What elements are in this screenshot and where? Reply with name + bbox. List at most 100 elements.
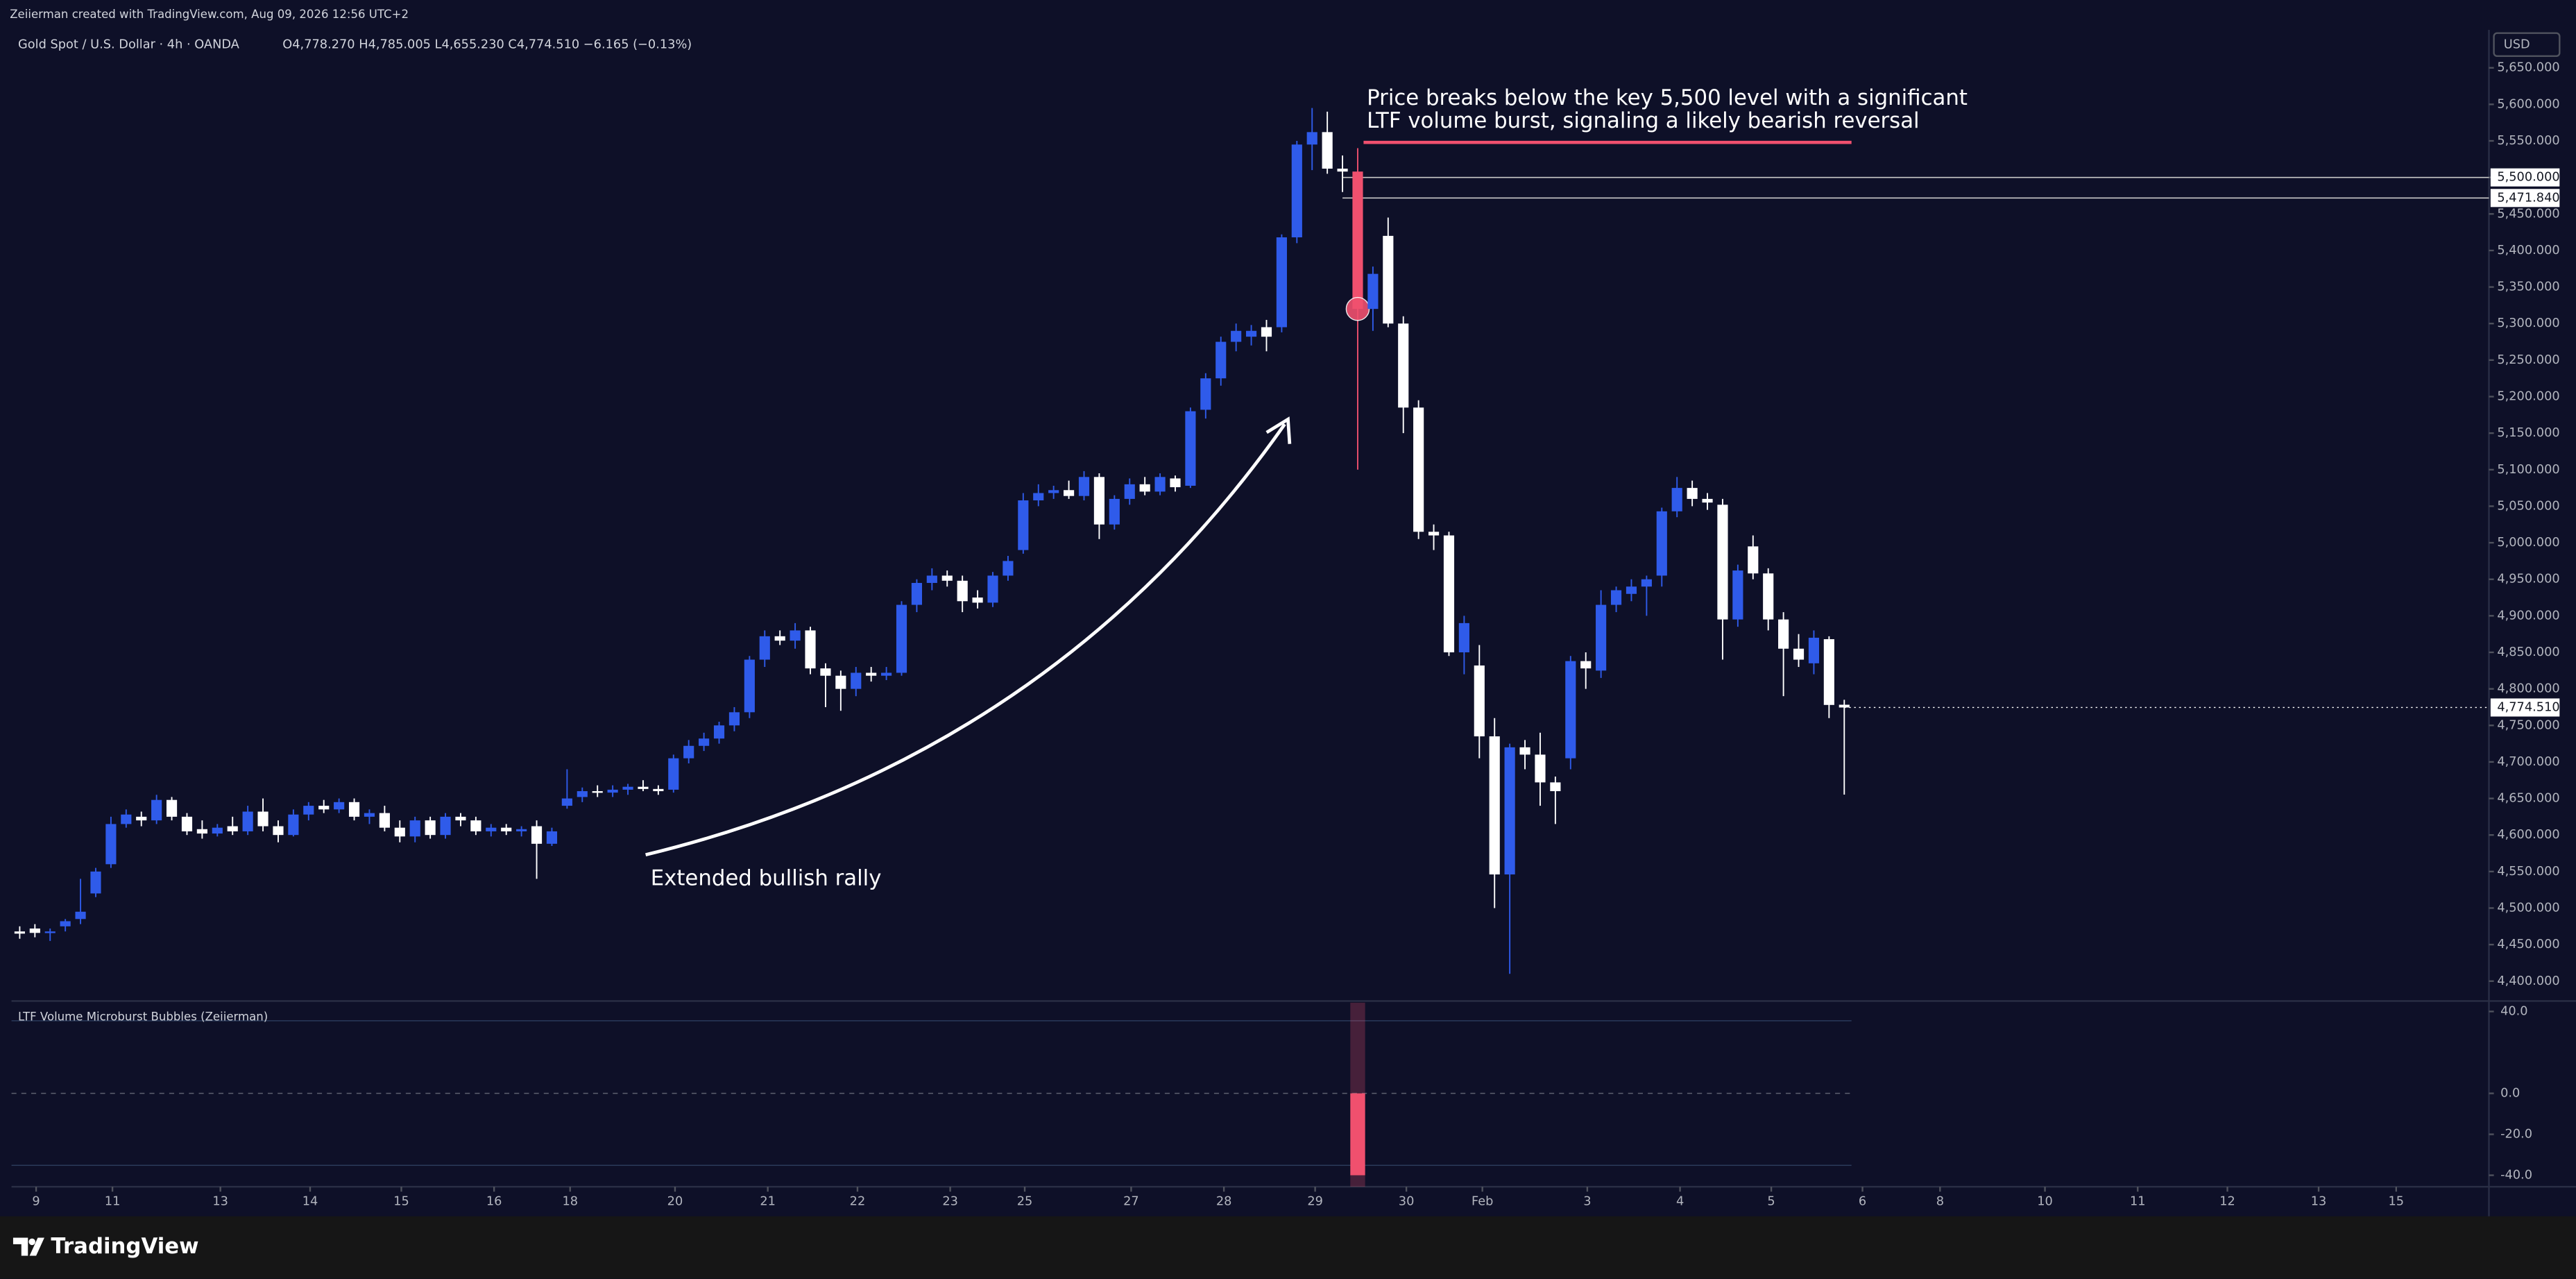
candle-body [835,675,846,689]
y-tick-label: 4,750.000 [2497,718,2559,732]
arrow [645,423,1286,857]
candle-body [334,802,345,810]
candle-body [805,630,816,669]
candle-body [105,824,117,865]
burst-bar [1350,1093,1365,1176]
x-tick-label: 11 [105,1194,121,1208]
y-tick-label: 5,100.000 [2497,463,2559,477]
y-tick-label: 5,200.000 [2497,390,2559,404]
arrow-head [1265,416,1292,444]
x-tick-label: 15 [2389,1194,2405,1208]
indicator-title: LTF Volume Microburst Bubbles (Zeiierman… [18,1010,268,1024]
candle-body [1093,477,1104,525]
candle-body [607,789,618,793]
y-tick-label: 4,850.000 [2497,645,2559,659]
candle-body [257,811,268,827]
candle-body [1702,498,1713,503]
candle-body [546,831,558,844]
candle-body [409,820,420,837]
candle-body [1641,579,1652,587]
y-tick-label: 4,400.000 [2497,974,2559,988]
candle-body [288,814,299,836]
candle-body [728,712,740,726]
y-tick-label: 5,400.000 [2497,244,2559,257]
candle-body [1109,498,1120,525]
candle-body [592,791,603,793]
x-tick-label: 13 [212,1194,228,1208]
candle-body [1276,237,1287,328]
candle-body [774,636,785,641]
candle-body [713,725,725,739]
candle-body [622,786,633,790]
footer-bar [0,1216,2576,1279]
x-tick-label: 11 [2130,1194,2146,1208]
candle-body [790,630,801,641]
candle-body [1610,590,1622,605]
candle-body [1003,561,1014,576]
y-tick-label: -40.0 [2500,1169,2532,1183]
candle-body [318,806,330,810]
candle-body [44,931,56,933]
x-tick-label: 18 [562,1194,578,1208]
candle-body [653,788,664,792]
x-tick-label: 8 [1936,1194,1944,1208]
candle-body [911,582,923,605]
x-tick-label: 20 [667,1194,683,1208]
x-tick-label: 30 [1399,1194,1415,1208]
candle-body [90,871,101,894]
y-tick-label: 5,650.000 [2497,61,2559,75]
candle-body [957,580,968,602]
candle-body [242,811,253,831]
candle-body [1245,330,1257,337]
x-tick-label: 25 [1017,1194,1033,1208]
y-tick-label: 5,050.000 [2497,499,2559,513]
y-tick-label: 4,950.000 [2497,573,2559,586]
candle-body [1413,407,1424,532]
candle-body [1033,493,1044,501]
candle-body [196,829,207,834]
candle-body [364,813,375,817]
y-tick-label: 5,000.000 [2497,536,2559,550]
x-tick-label: 13 [2311,1194,2327,1208]
candle-body [1671,488,1682,511]
y-tick-label: 40.0 [2500,1005,2528,1019]
candle-body [1474,665,1485,737]
candle-body [1352,171,1363,310]
candle-body [1778,619,1789,649]
candle-body [29,928,40,933]
candle-body [1078,477,1090,496]
candle-body [683,745,694,759]
candle-body [166,799,178,817]
candle-body [820,668,831,676]
x-tick-label: 10 [2037,1194,2053,1208]
candle-body [1398,323,1409,408]
candle-body [1489,736,1500,875]
candle-body [531,826,543,844]
candle-body [181,816,193,831]
candle-body [1763,573,1774,620]
candle-body [744,659,755,713]
candle-body [1322,132,1333,169]
y-tick-label: 0.0 [2500,1087,2520,1101]
candle-body [273,826,284,836]
y-tick-label: 4,800.000 [2497,682,2559,696]
candle-body [379,813,390,828]
candle-body [1337,169,1348,172]
candle-body [1018,500,1029,550]
credit: Zeiierman created with TradingView.com, … [10,8,409,21]
x-tick-label: 12 [2219,1194,2235,1208]
candle-body [1535,754,1546,783]
x-tick-label: 27 [1123,1194,1139,1208]
signal-bubble [1345,296,1370,321]
y-tick-label: 5,450.000 [2497,207,2559,221]
y-tick-label: 4,700.000 [2497,755,2559,769]
y-tick-label: 4,450.000 [2497,938,2559,951]
level-box [2490,189,2560,207]
candle-body [1216,341,1227,379]
y-tick-label: 5,600.000 [2497,97,2559,111]
x-tick-label: 22 [850,1194,866,1208]
candle-body [1200,378,1211,410]
